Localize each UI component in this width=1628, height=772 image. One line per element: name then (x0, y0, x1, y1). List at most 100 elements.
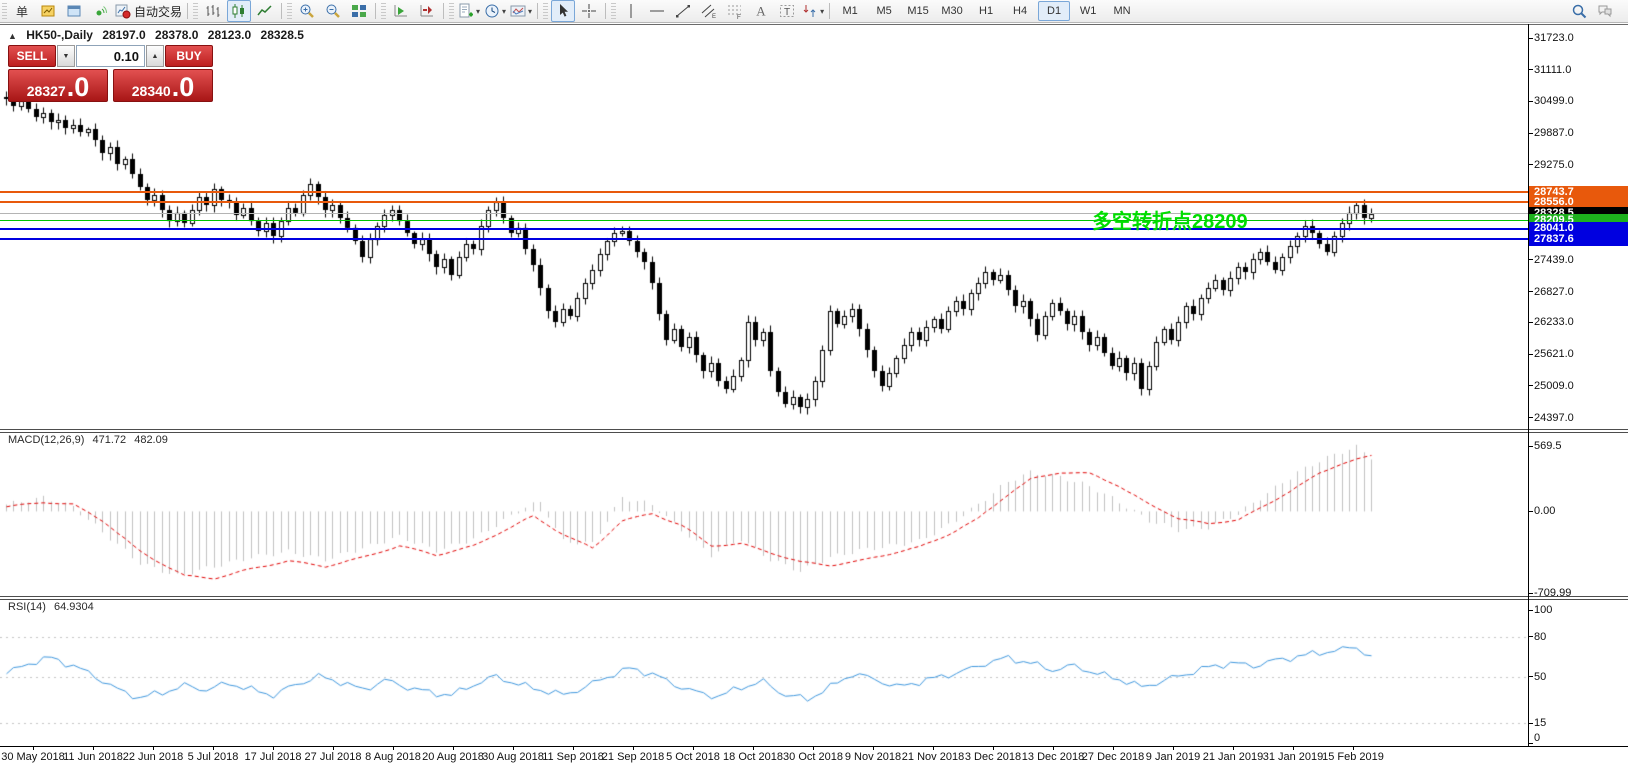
profiles-button[interactable] (62, 0, 86, 22)
price-tick-mark (1528, 69, 1533, 71)
search-icon (1572, 4, 1587, 19)
zoom-in-button[interactable] (295, 0, 319, 22)
fibonacci-button[interactable]: F (723, 0, 747, 22)
date-tick-mark (873, 746, 874, 750)
horizontal-line-28328.5[interactable] (0, 213, 1528, 214)
zoom-out-button[interactable] (321, 0, 345, 22)
price-tick-mark (1528, 132, 1533, 134)
vertical-line-button[interactable] (619, 0, 643, 22)
date-tick-mark (513, 746, 514, 750)
horizontal-line-28041.0[interactable] (0, 228, 1528, 230)
indicators-button[interactable]: ▾ (457, 0, 481, 22)
toolbar-grip (543, 3, 549, 19)
toolbar-grip (381, 3, 387, 19)
new-order-button[interactable]: 单 (10, 0, 34, 22)
auto-scroll-button[interactable] (389, 0, 413, 22)
rsi-panel-canvas[interactable] (0, 599, 1528, 746)
chart-shift-button[interactable] (415, 0, 439, 22)
rsi-tick-label: 80 (1534, 630, 1547, 643)
crosshair-button[interactable] (577, 0, 601, 22)
date-label: 18 Oct 2018 (723, 751, 783, 763)
date-tick-mark (573, 746, 574, 750)
date-label: 21 Jan 2019 (1202, 751, 1264, 763)
macd-tick-mark (1528, 510, 1533, 512)
timeframe-button-h1[interactable]: H1 (979, 5, 994, 17)
line-chart-button[interactable] (253, 0, 277, 22)
signals-button[interactable] (88, 0, 112, 22)
macd-tick-label: 0.00 (1534, 505, 1556, 518)
text-label-button[interactable]: T (775, 0, 799, 22)
candlestick-chart-button[interactable] (227, 0, 252, 22)
date-tick-mark (153, 746, 154, 750)
sell-button[interactable]: SELL (8, 45, 56, 67)
macd-tick-label: -709.99 (1534, 587, 1572, 599)
buy-button[interactable]: BUY (165, 45, 213, 67)
timeframe-button-d1[interactable]: D1 (1038, 1, 1071, 21)
new-chart-icon (41, 5, 55, 17)
toolbar-grip (287, 3, 293, 19)
price-tick-label: 31723.0 (1534, 32, 1574, 44)
volume-input[interactable] (76, 45, 145, 67)
timeframe-button-m30[interactable]: M30 (941, 5, 963, 17)
rsi-tick-mark (1528, 609, 1533, 611)
macd-panel-canvas[interactable] (0, 432, 1528, 596)
dropdown-arrow-icon[interactable]: ▾ (820, 6, 825, 16)
dropdown-arrow-icon[interactable]: ▾ (476, 6, 481, 16)
text-icon: A (756, 4, 766, 19)
dropdown-arrow-icon[interactable]: ▾ (528, 6, 533, 16)
date-tick-mark (1353, 746, 1354, 750)
arrows-icon (803, 5, 816, 17)
horizontal-line-28556.0[interactable] (0, 201, 1528, 203)
timeframe-button-h4[interactable]: H4 (1013, 5, 1028, 17)
date-tick-mark (813, 746, 814, 750)
date-label: 15 Feb 2019 (1322, 751, 1384, 763)
date-label: 8 Aug 2018 (365, 751, 421, 763)
search-button[interactable] (1567, 0, 1591, 22)
new-order-icon: 单 (15, 4, 28, 19)
date-label: 20 Aug 2018 (422, 751, 484, 763)
rsi-name: RSI(14) (8, 601, 46, 613)
toolbar-grip (611, 3, 617, 19)
collapse-arrow-icon[interactable]: ▲ (8, 31, 17, 41)
sell-price-button[interactable]: 28327 .0 (8, 69, 108, 102)
cursor-button[interactable] (551, 0, 576, 22)
bar-chart-button[interactable] (201, 0, 225, 22)
equidistant-channel-icon: E (701, 4, 716, 19)
trendline-button[interactable] (671, 0, 695, 22)
turning-point-annotation[interactable]: 多空转折点28209 (1092, 211, 1248, 233)
arrows-button[interactable]: ▾ (801, 0, 825, 22)
buy-price-button[interactable]: 28340 .0 (113, 69, 213, 102)
vertical-line-icon (630, 4, 632, 18)
new-chart-button[interactable] (36, 0, 60, 22)
text-button[interactable]: A (749, 0, 773, 22)
symbol-period-label: HK50-,Daily (26, 28, 93, 42)
horizontal-line-28743.7[interactable] (0, 191, 1528, 193)
equidistant-channel-button[interactable]: E (697, 0, 721, 22)
volume-decrease-button[interactable]: ▼ (57, 45, 75, 67)
volume-increase-button[interactable]: ▲ (146, 45, 164, 67)
chat-button[interactable] (1593, 0, 1617, 22)
price-tick-mark (1528, 259, 1533, 261)
dropdown-arrow-icon[interactable]: ▾ (502, 6, 507, 16)
horizontal-line-28209.5[interactable] (0, 220, 1528, 221)
date-label: 11 Jun 2018 (63, 751, 123, 763)
timeframe-button-m15[interactable]: M15 (907, 5, 929, 17)
timeframe-button-w1[interactable]: W1 (1079, 5, 1097, 17)
toolbar-right-icons (1566, 0, 1628, 22)
timeframe-button-mn[interactable]: MN (1113, 5, 1131, 17)
timeframe-button-m5[interactable]: M5 (876, 5, 892, 17)
horizontal-line-button[interactable] (645, 0, 669, 22)
autotrading-button[interactable]: 自动交易 (114, 0, 183, 22)
tile-windows-button[interactable] (347, 0, 371, 22)
date-tick-mark (693, 746, 694, 750)
rsi-tick-mark (1528, 636, 1533, 638)
date-label: 3 Dec 2018 (964, 751, 1022, 763)
open-value: 28197.0 (102, 28, 146, 42)
horizontal-line-27837.6[interactable] (0, 238, 1528, 240)
timeframe-button-m1[interactable]: M1 (842, 5, 858, 17)
templates-button[interactable]: ▾ (509, 0, 533, 22)
toolbar-separator (605, 3, 607, 19)
price-chart-canvas[interactable] (0, 25, 1528, 429)
periods-button[interactable]: ▾ (483, 0, 507, 22)
svg-text:F: F (737, 15, 741, 19)
